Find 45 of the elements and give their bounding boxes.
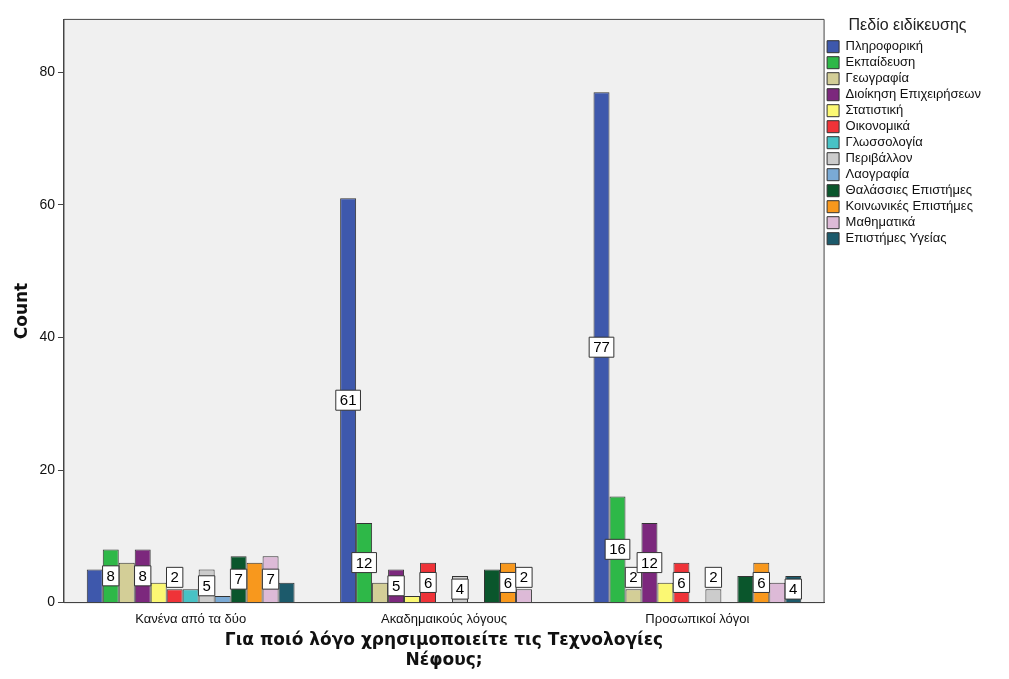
y-tick-label: 40 [39,328,56,345]
legend-label: Διοίκηση Επιχειρήσεων [845,86,982,102]
legend-label: Λαογραφία [845,166,910,182]
legend-label: Θαλάσσιες Επιστήμες [845,182,973,198]
data-label: 4 [455,580,465,598]
data-label: 8 [106,566,115,584]
legend-title: Πεδίο ειδίκευσης [848,16,967,34]
x-tick-label: Προσωπικοί λόγοι [645,610,750,626]
data-label: 16 [609,540,626,558]
data-label: 77 [593,338,610,356]
data-label: 5 [202,576,211,594]
legend-label: Εκπαίδευση [845,54,916,70]
data-label: 5 [391,576,401,594]
legend-label: Επιστήμες Υγείας [845,230,947,246]
y-tick-label: 80 [39,63,56,80]
data-label: 12 [355,553,373,571]
legend-label: Πληροφορική [845,38,924,54]
data-label: 4 [789,580,798,598]
x-axis-title: Για ποιό λόγο χρησιμοποιείτε τις Τεχνολογίες Νέφους; [224,628,664,670]
data-label: 61 [339,391,357,409]
data-label: 6 [423,573,433,591]
y-tick-label: 0 [47,593,56,610]
data-label: 6 [677,573,686,591]
data-label: 2 [170,568,179,586]
data-label: 2 [709,568,718,586]
data-label: 12 [641,553,658,571]
x-tick-label: Κανένα από τα δύο [135,610,247,626]
data-label: 6 [503,573,513,591]
y-tick-label: 20 [39,460,56,477]
legend-label: Οικονομικά [845,118,911,134]
y-tick-label: 60 [39,195,56,212]
x-tick-label: Ακαδημαικούς λόγους [380,610,508,626]
legend-label: Κοινωνικές Επιστήμες [845,198,973,214]
legend-label: Περιβάλλον [845,150,913,166]
legend-label: Γλωσσολογία [845,134,924,150]
data-label: 2 [629,568,638,586]
data-label: 7 [266,570,275,588]
data-label: 7 [234,570,243,588]
data-label: 2 [519,568,529,586]
data-label: 8 [138,566,147,584]
legend-label: Μαθηματικά [845,214,916,230]
data-label: 6 [757,573,766,591]
y-axis-title: Count [10,282,31,340]
legend-label: Γεωγραφία [845,70,910,86]
legend-label: Στατιστική [845,102,904,118]
